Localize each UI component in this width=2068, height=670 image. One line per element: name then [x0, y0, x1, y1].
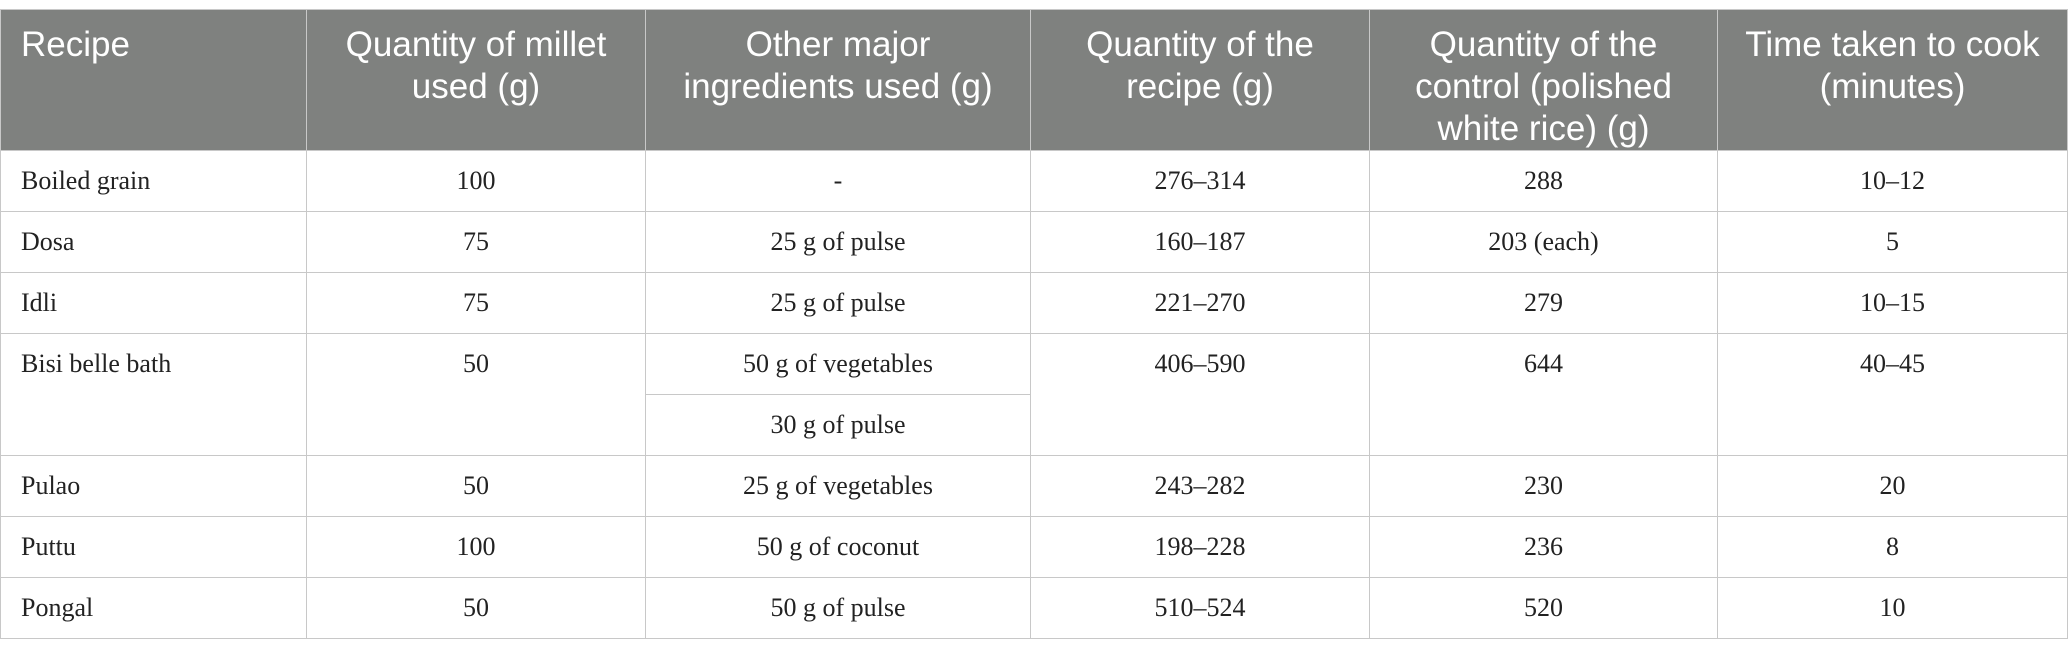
header-row: Recipe Quantity of millet used (g) Other…: [0, 9, 2068, 151]
table-row: Pongal 50 50 g of pulse 510–524 520 10: [0, 577, 2068, 639]
cell-cook-time: 10–12: [1717, 150, 2068, 212]
cell-cook-time: 10: [1717, 577, 2068, 639]
cell-other-ingredients: 50 g of vegetables: [645, 333, 1031, 395]
cell-other-ingredients: 30 g of pulse: [645, 394, 1031, 456]
recipe-table: Recipe Quantity of millet used (g) Other…: [0, 9, 2068, 639]
cell-millet-quantity: 50: [306, 577, 646, 639]
cell-recipe-quantity: 406–590: [1030, 333, 1370, 456]
cell-recipe: Boiled grain: [0, 150, 307, 212]
cell-millet-quantity: 50: [306, 333, 646, 456]
cell-other-ingredients: 50 g of pulse: [645, 577, 1031, 639]
header-other-ingredients: Other major ingredients used (g): [645, 9, 1031, 151]
cell-control-quantity: 644: [1369, 333, 1718, 456]
cell-cook-time: 8: [1717, 516, 2068, 578]
table-row: Boiled grain 100-276–314 288 10–12: [0, 150, 2068, 212]
header-millet-quantity: Quantity of millet used (g): [306, 9, 646, 151]
cell-control-quantity: 236: [1369, 516, 1718, 578]
table-row: Puttu 100 50 g of coconut 198–228 236 8: [0, 516, 2068, 578]
cell-control-quantity: 520: [1369, 577, 1718, 639]
cell-recipe: Pulao: [0, 455, 307, 517]
header-recipe-quantity: Quantity of the recipe (g): [1030, 9, 1370, 151]
table-row: Idli 75 25 g of pulse 221–270 279 10–15: [0, 272, 2068, 334]
cell-control-quantity: 279: [1369, 272, 1718, 334]
cell-other-ingredients: 25 g of pulse: [645, 211, 1031, 273]
table-body: Boiled grain 100-276–314 288 10–12 Dosa 75 25 …: [0, 150, 2068, 639]
cell-other-ingredients: -: [645, 150, 1031, 212]
cell-control-quantity: 203 (each): [1369, 211, 1718, 273]
cell-recipe-quantity: 510–524: [1030, 577, 1370, 639]
cell-other-ingredients: 25 g of vegetables: [645, 455, 1031, 517]
cell-millet-quantity: 75: [306, 272, 646, 334]
cell-cook-time: 10–15: [1717, 272, 2068, 334]
cell-cook-time: 20: [1717, 455, 2068, 517]
table-row: 30 g of pulse: [1, 394, 2068, 456]
header-control-quantity: Quantity of the control (polished white …: [1369, 9, 1718, 151]
cell-millet-quantity: 100: [306, 516, 646, 578]
cell-recipe: Idli: [0, 272, 307, 334]
table-row: Dosa 75 25 g of pulse 160–187 203 (each) 5: [0, 211, 2068, 273]
table-row: Pulao 50 25 g of vegetables 243–282 230 20: [0, 455, 2068, 517]
cell-cook-time: 40–45: [1717, 333, 2068, 456]
cell-recipe-quantity: 276–314: [1030, 150, 1370, 212]
cell-recipe: Bisi belle bath: [0, 333, 307, 456]
cell-control-quantity: 288: [1369, 150, 1718, 212]
table-header: Recipe Quantity of millet used (g) Other…: [0, 9, 2068, 151]
cell-recipe: Puttu: [0, 516, 307, 578]
cell-recipe-quantity: 160–187: [1030, 211, 1370, 273]
cell-control-quantity: 230: [1369, 455, 1718, 517]
cell-recipe-quantity: 198–228: [1030, 516, 1370, 578]
header-recipe: Recipe: [0, 9, 307, 151]
cell-cook-time: 5: [1717, 211, 2068, 273]
cell-millet-quantity: 100: [306, 150, 646, 212]
cell-other-ingredients: 50 g of coconut: [645, 516, 1031, 578]
cell-other-ingredients: 25 g of pulse: [645, 272, 1031, 334]
cell-recipe: Pongal: [0, 577, 307, 639]
cell-millet-quantity: 50: [306, 455, 646, 517]
cell-millet-quantity: 75: [306, 211, 646, 273]
cell-recipe-quantity: 243–282: [1030, 455, 1370, 517]
header-cook-time: Time taken to cook (minutes): [1717, 9, 2068, 151]
cell-recipe-quantity: 221–270: [1030, 272, 1370, 334]
table-row: Bisi belle bath 50 50 g of vegetables 406–5…: [0, 333, 2068, 456]
cell-recipe: Dosa: [0, 211, 307, 273]
